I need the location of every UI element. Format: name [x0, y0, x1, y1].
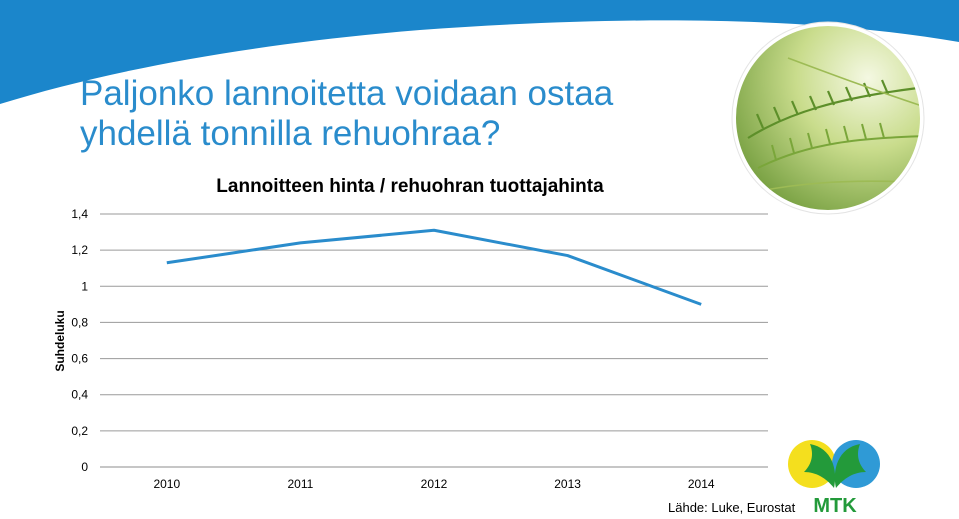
- mtk-logo-text: MTK: [813, 495, 857, 516]
- x-tick-label: 2014: [688, 477, 715, 491]
- barley-ear-1: [747, 79, 919, 139]
- y-tick-label: 0,2: [71, 424, 88, 438]
- y-axis-label: Suhdeluku: [53, 310, 67, 371]
- chart-title: Lannoitteen hinta / rehuohran tuottajahi…: [216, 176, 604, 197]
- slide-title-line-2: yhdellä tonnilla rehuohraa?: [80, 114, 501, 153]
- y-tick-label: 0,4: [71, 388, 88, 402]
- grid: [100, 213, 768, 468]
- x-tick-labels: 2010 2011 2012 2013 2014: [153, 477, 714, 491]
- slide-title-line-1: Paljonko lannoitetta voidaan ostaa: [80, 74, 614, 113]
- x-tick-label: 2013: [554, 477, 581, 491]
- y-tick-label: 0: [81, 460, 88, 474]
- y-tick-label: 0,6: [71, 352, 88, 366]
- mtk-logo: MTK: [788, 440, 880, 516]
- y-tick-label: 1,4: [71, 207, 88, 221]
- x-tick-label: 2012: [421, 477, 448, 491]
- y-tick-label: 1: [81, 279, 88, 293]
- slide-title: Paljonko lannoitetta voidaan ostaa yhdel…: [80, 74, 613, 154]
- y-tick-label: 1,2: [71, 243, 88, 257]
- series-line-0: [166, 228, 702, 306]
- barley-photo: [731, 21, 925, 215]
- y-tick-label: 0,8: [71, 315, 88, 329]
- source-note: Lähde: Luke, Eurostat: [668, 500, 796, 515]
- header-wave-shape: [0, 0, 959, 104]
- y-tick-labels: 0 0,2 0,4 0,6 0,8 1 1,2 1,4: [71, 207, 88, 474]
- x-tick-label: 2010: [153, 477, 180, 491]
- barley-ear-2: [757, 122, 920, 169]
- series: [166, 228, 702, 306]
- header-wave: [0, 0, 959, 104]
- x-tick-label: 2011: [287, 477, 313, 491]
